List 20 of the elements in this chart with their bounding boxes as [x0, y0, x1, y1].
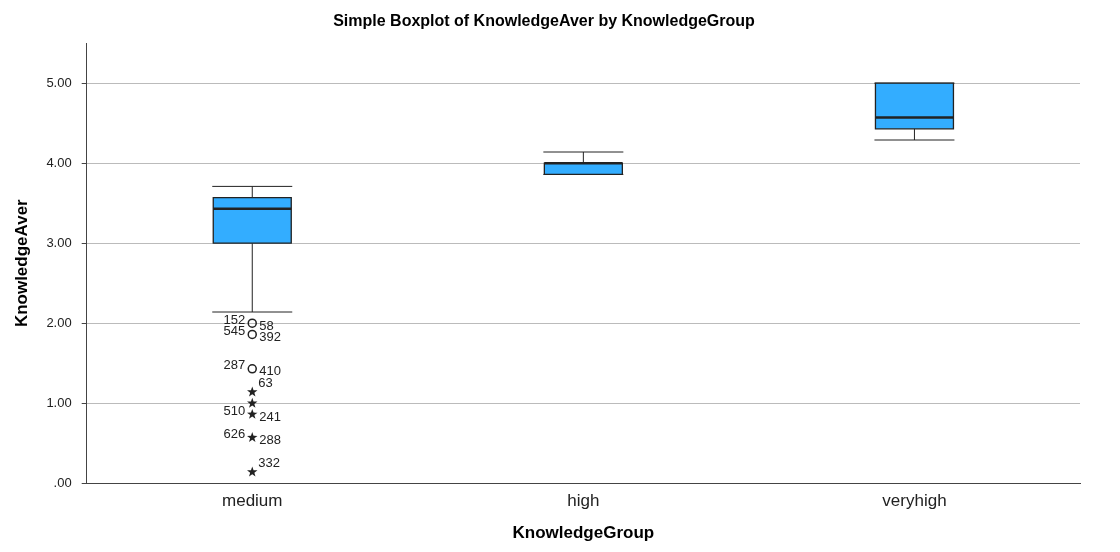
- y-tick-label: 5.00: [46, 74, 72, 90]
- y-tick-label: 1.00: [46, 394, 72, 410]
- x-tick-label: veryhigh: [882, 491, 947, 511]
- x-tick-label: medium: [222, 491, 283, 511]
- x-axis-title: KnowledgeGroup: [512, 523, 655, 543]
- annotation: 241: [259, 408, 281, 424]
- annotation: 332: [258, 454, 280, 470]
- y-tick-label: 3.00: [46, 234, 72, 250]
- annotation: 510: [223, 402, 246, 418]
- annotation: 152: [223, 311, 246, 327]
- annotation: 287: [223, 357, 246, 373]
- y-tick-label: .00: [53, 474, 72, 490]
- chart-title: Simple Boxplot of KnowledgeAver by KnowledgeGroup: [333, 12, 756, 30]
- x-tick-label: high: [567, 491, 600, 511]
- y-tick-label: 4.00: [46, 154, 72, 170]
- y-tick-label: 2.00: [46, 314, 72, 330]
- annotation: 58: [259, 317, 274, 333]
- annotation: 288: [259, 432, 281, 448]
- y-axis-title: KnowledgeAver: [11, 198, 31, 328]
- annotation: 626: [223, 426, 246, 442]
